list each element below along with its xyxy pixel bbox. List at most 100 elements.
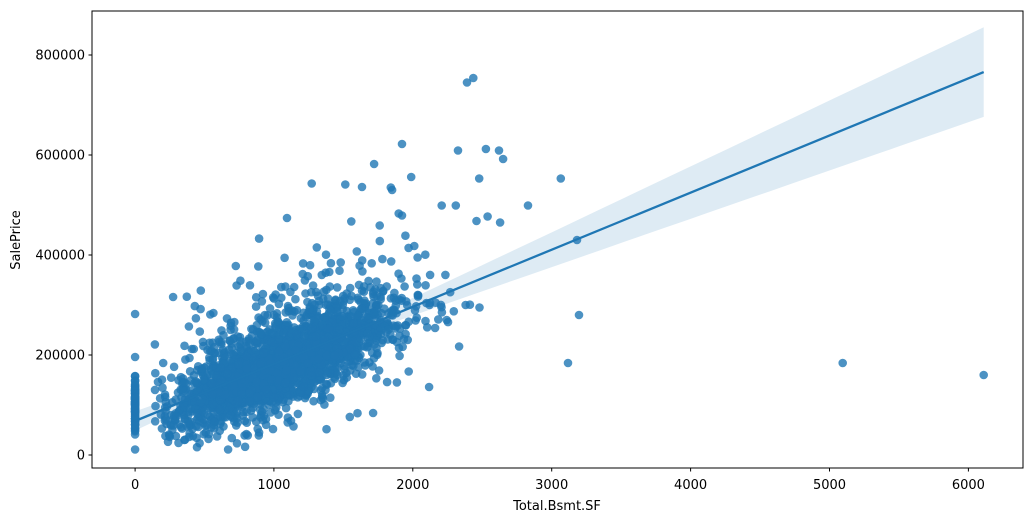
data-point [322, 351, 332, 361]
data-point [168, 292, 178, 302]
data-point [189, 344, 199, 354]
data-point [289, 282, 299, 292]
data-point [281, 378, 290, 388]
data-point [182, 292, 192, 302]
y-tick-label: 400000 [35, 249, 85, 264]
data-point [171, 395, 180, 404]
data-point [341, 180, 350, 189]
data-point [180, 435, 189, 445]
data-point [363, 329, 372, 338]
data-point [368, 289, 378, 299]
data-point [574, 310, 584, 320]
data-point [215, 405, 225, 415]
data-point [322, 424, 331, 434]
data-point [411, 316, 420, 325]
data-point [401, 297, 411, 306]
data-point [268, 424, 278, 434]
data-point [347, 217, 356, 226]
data-point [208, 390, 217, 399]
data-point [215, 426, 225, 436]
data-point [258, 289, 268, 299]
data-point [216, 363, 225, 372]
data-point [232, 281, 241, 290]
data-point [314, 368, 324, 377]
data-point [248, 403, 258, 413]
data-point [424, 382, 434, 392]
data-point [151, 401, 160, 411]
data-point [180, 341, 189, 351]
data-point [206, 310, 215, 319]
data-point [232, 439, 242, 448]
data-point [293, 409, 303, 419]
data-point [261, 385, 271, 394]
data-point [360, 312, 370, 322]
data-point [349, 319, 358, 328]
data-point [242, 418, 252, 428]
data-point [197, 364, 207, 373]
data-point [441, 270, 450, 280]
regression-line [134, 71, 985, 423]
data-point [252, 377, 262, 387]
data-point [406, 172, 416, 182]
data-point [321, 250, 331, 259]
data-point [345, 344, 355, 354]
data-point [301, 289, 310, 298]
data-point [267, 375, 276, 385]
data-point [386, 257, 396, 266]
data-point [237, 389, 246, 399]
data-point [130, 430, 140, 439]
data-point [314, 354, 323, 364]
data-point [340, 364, 349, 374]
data-point [299, 382, 309, 392]
data-point [257, 297, 267, 306]
data-point [153, 377, 163, 387]
data-point [366, 283, 375, 292]
data-point [370, 340, 379, 349]
data-point [234, 360, 243, 369]
x-tick-label: 4000 [674, 478, 707, 493]
data-point [199, 375, 208, 384]
data-point [243, 431, 253, 440]
data-point [308, 323, 317, 333]
data-point [180, 414, 189, 423]
data-point [169, 362, 179, 372]
data-point [392, 378, 402, 387]
data-point [322, 342, 332, 351]
data-point [178, 384, 187, 394]
data-point [345, 412, 355, 422]
data-point [252, 336, 262, 345]
data-point [251, 302, 261, 311]
data-point [413, 253, 422, 262]
data-point [360, 358, 370, 367]
data-point [379, 286, 388, 296]
data-point [353, 408, 362, 418]
data-point [180, 378, 189, 387]
data-point [395, 351, 404, 361]
data-point [387, 185, 397, 195]
data-point [367, 348, 377, 358]
data-point [244, 334, 254, 344]
data-point [161, 414, 170, 424]
x-tick-label: 0 [131, 478, 139, 493]
x-tick-label: 6000 [952, 478, 985, 493]
data-point [425, 270, 435, 280]
data-point [208, 338, 217, 348]
data-point [421, 281, 430, 290]
y-tick-label: 0 [77, 449, 85, 464]
data-point [207, 379, 217, 389]
data-point [298, 269, 308, 279]
data-point [317, 270, 327, 280]
data-point [253, 262, 263, 271]
data-point [165, 432, 175, 442]
data-point [296, 367, 306, 376]
data-point [475, 303, 484, 312]
data-point [462, 78, 472, 87]
data-point [191, 314, 201, 323]
data-point [332, 283, 342, 292]
data-point [130, 393, 140, 403]
data-point [195, 327, 205, 336]
data-point [231, 261, 241, 271]
data-point [196, 286, 206, 295]
data-point [233, 396, 243, 406]
